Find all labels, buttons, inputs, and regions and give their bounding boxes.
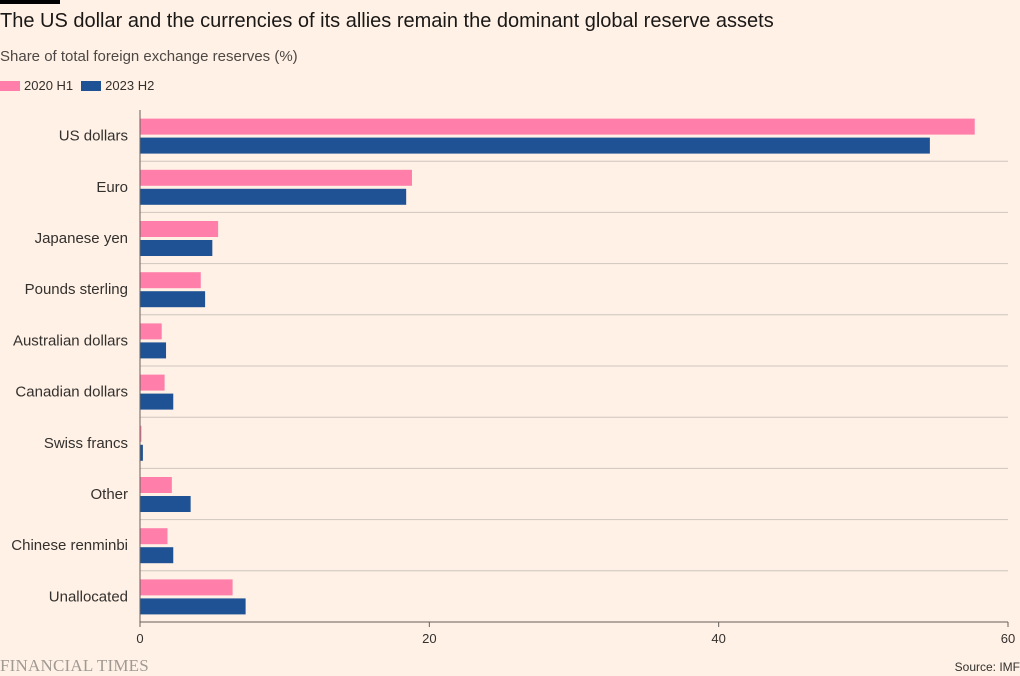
category-label: Swiss francs	[44, 435, 128, 452]
bar-2023-h2	[140, 444, 143, 461]
x-tick-label: 40	[711, 631, 725, 646]
legend-item-2023: 2023 H2	[81, 78, 154, 93]
legend: 2020 H1 2023 H2	[0, 78, 162, 93]
bar-2023-h2	[140, 240, 213, 256]
legend-label-2023: 2023 H2	[105, 78, 155, 93]
ft-logo: FINANCIAL TIMES	[0, 656, 149, 675]
bar-2023-h2	[140, 342, 167, 359]
legend-label-2020: 2020 H1	[24, 78, 74, 93]
chart-subtitle: Share of total foreign exchange reserves…	[0, 48, 298, 65]
bar-2020-h1	[140, 323, 162, 340]
x-tick-label: 20	[422, 631, 436, 646]
bar-2023-h2	[140, 496, 191, 512]
legend-item-2020: 2020 H1	[0, 78, 73, 93]
bar-2020-h1	[140, 169, 412, 186]
source-note: Source: IMF	[954, 660, 1020, 674]
category-label: Euro	[96, 179, 128, 196]
category-label: Canadian dollars	[15, 384, 128, 401]
category-label: Other	[90, 486, 128, 503]
bar-2020-h1	[140, 477, 172, 493]
bar-2023-h2	[140, 291, 206, 308]
category-label: US dollars	[59, 128, 128, 145]
category-label: Unallocated	[49, 588, 128, 605]
bar-2020-h1	[140, 579, 233, 596]
legend-swatch-2023	[81, 80, 102, 91]
bar-2020-h1	[140, 272, 201, 289]
chart-title: The US dollar and the currencies of its …	[0, 10, 774, 32]
legend-swatch-2020	[0, 80, 20, 91]
category-label: Australian dollars	[13, 332, 128, 349]
bar-2023-h2	[140, 598, 246, 615]
bar-2020-h1	[140, 425, 142, 442]
bar-2023-h2	[140, 188, 407, 205]
top-rule	[0, 0, 60, 4]
bar-2020-h1	[140, 528, 168, 545]
bar-2023-h2	[140, 393, 174, 410]
category-label: Chinese renminbi	[11, 537, 128, 554]
bar-2023-h2	[140, 547, 174, 564]
bar-2020-h1	[140, 221, 219, 237]
bar-2020-h1	[140, 118, 975, 135]
x-tick-label: 60	[1001, 631, 1015, 646]
bar-2020-h1	[140, 374, 165, 391]
x-tick-label: 0	[136, 631, 143, 646]
category-label: Japanese yen	[35, 230, 128, 247]
bar-2023-h2	[140, 137, 930, 154]
category-label: Pounds sterling	[25, 281, 128, 298]
